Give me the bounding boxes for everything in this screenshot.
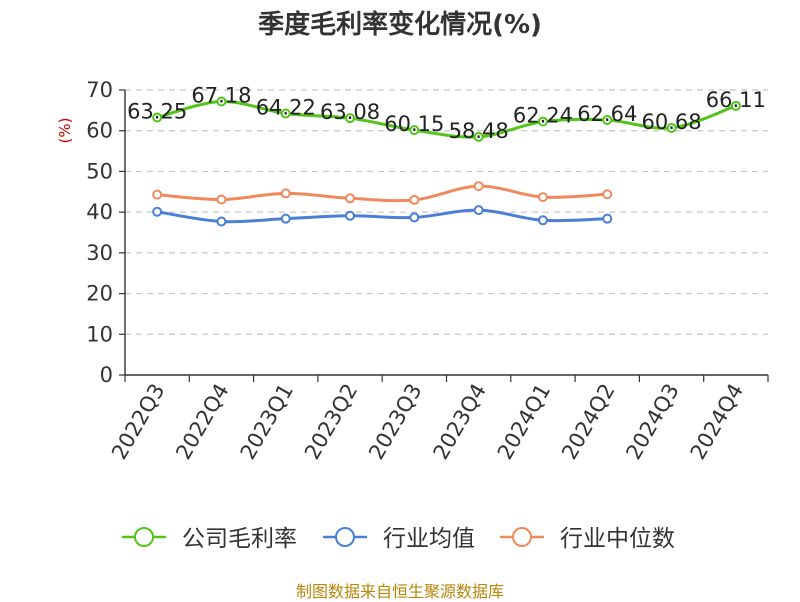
data-label: 60.68 [641,110,701,134]
x-tick-label: 2024Q2 [557,380,619,464]
legend-label: 行业均值 [383,526,475,552]
data-point [602,213,613,224]
data-point [280,213,291,224]
source-note: 制图数据来自恒生聚源数据库 [295,582,504,601]
x-tick-label: 2023Q1 [236,380,298,464]
data-point [537,192,548,203]
data-point [216,194,227,205]
legend[interactable]: 公司毛利率 行业均值 行业中位数 [122,526,675,552]
y-tick-label: 40 [86,200,113,224]
x-tick-label: 2022Q4 [171,380,233,464]
data-label: 62.64 [577,102,637,126]
y-tick-label: 0 [100,363,113,387]
data-point [666,122,677,133]
y-tick-label: 30 [86,241,113,265]
x-tick-label: 2022Q3 [107,380,169,464]
x-tick-label: 2024Q4 [686,380,748,464]
data-point [409,125,420,136]
data-point [345,113,356,124]
data-point [345,210,356,221]
data-point [537,116,548,127]
chart-title: 季度毛利率变化情况(%) [258,10,542,40]
data-point [409,212,420,223]
legend-item-1[interactable]: 行业均值 [323,526,475,552]
data-label: 67.18 [191,83,251,107]
legend-label: 行业中位数 [560,526,675,552]
legend-swatch-marker [134,527,154,547]
legend-swatch-marker [335,527,355,547]
data-label: 62.24 [513,104,573,128]
data-point [280,108,291,119]
legend-label: 公司毛利率 [182,526,297,552]
data-point [473,131,484,142]
y-tick-label: 20 [86,282,113,306]
x-tick-label: 2023Q3 [364,380,426,464]
data-label: 64.22 [256,96,316,120]
data-point [345,193,356,204]
data-label: 58.48 [449,119,509,143]
series [152,96,741,227]
data-point [280,188,291,199]
series-line-1 [156,208,608,224]
legend-swatch-marker [512,527,532,547]
legend-item-2[interactable]: 行业中位数 [500,526,675,552]
data-label: 63.08 [320,100,380,124]
y-tick-label: 60 [86,119,113,143]
series-line-2 [157,184,608,203]
data-point [216,96,227,107]
data-label: 63.25 [127,99,187,123]
y-tick-label: 50 [86,159,113,183]
y-tick-label: 70 [86,78,113,102]
data-point [216,216,227,227]
data-point [473,181,484,192]
data-point [602,114,613,125]
series-line-0 [156,99,737,139]
data-point [409,194,420,205]
data-label: 66.11 [706,88,766,112]
data-point [152,112,163,123]
data-point [152,206,163,217]
data-point [152,189,163,200]
data-point [602,189,613,200]
data-point [730,100,741,111]
x-tick-label: 2024Q1 [493,380,555,464]
x-tick-label: 2023Q2 [300,380,362,464]
data-label: 60.15 [384,112,444,136]
data-point [537,215,548,226]
y-axis-unit: (%) [56,118,74,144]
x-tick-label: 2023Q4 [429,380,491,464]
x-tick-label: 2024Q3 [621,380,683,464]
y-tick-label: 10 [86,322,113,346]
data-point [473,205,484,216]
legend-item-0[interactable]: 公司毛利率 [122,526,297,552]
